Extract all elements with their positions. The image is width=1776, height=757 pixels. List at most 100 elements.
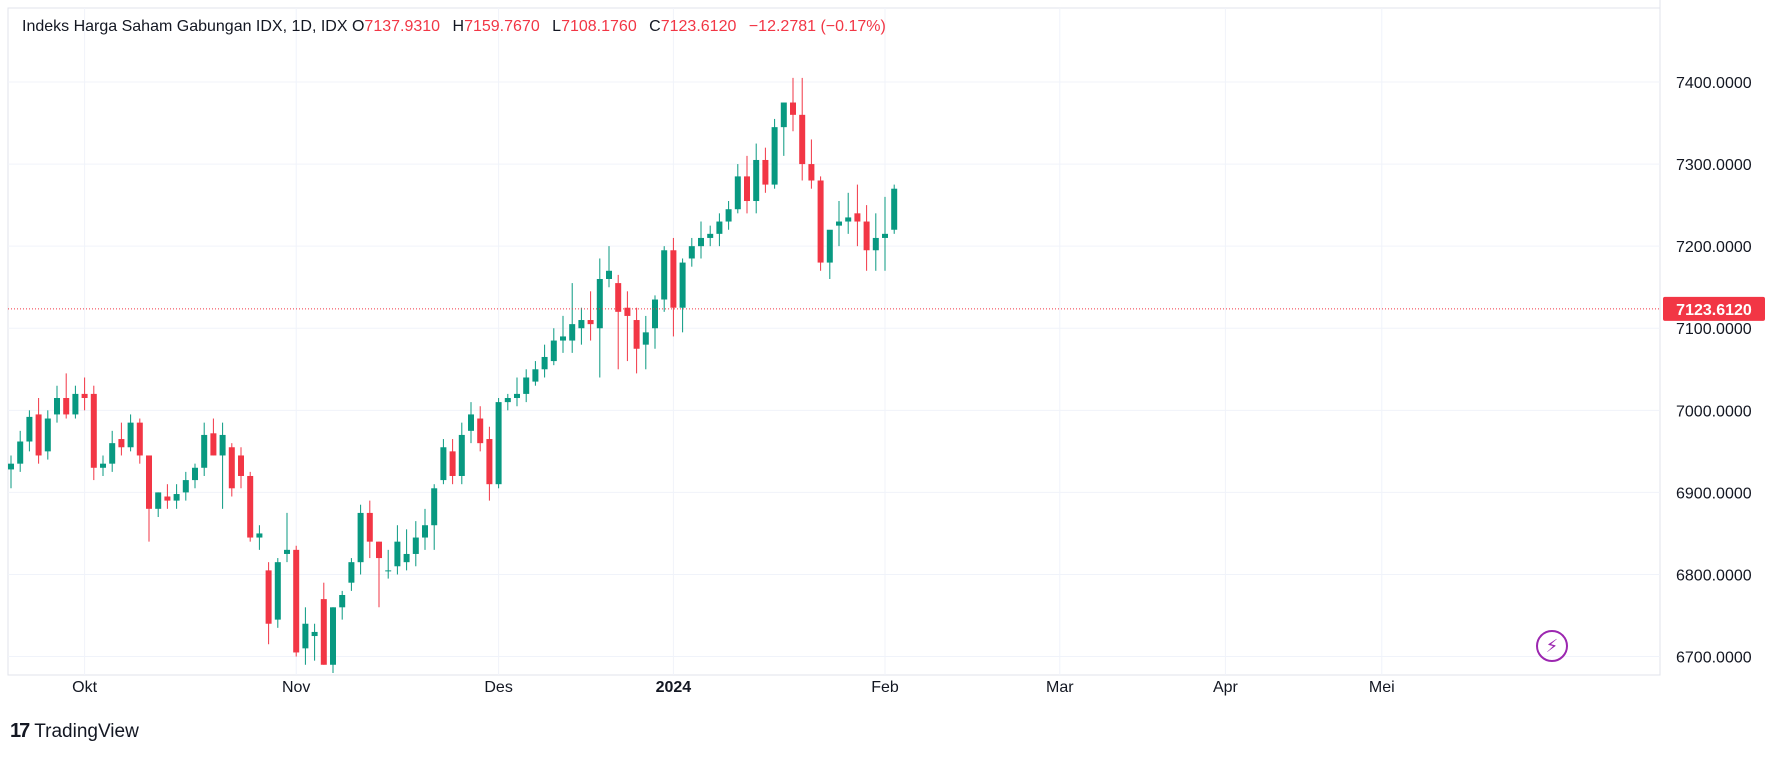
candle[interactable]: [8, 455, 14, 489]
candle[interactable]: [366, 500, 373, 559]
candle[interactable]: [431, 484, 438, 550]
candle[interactable]: [412, 521, 419, 567]
candle[interactable]: [164, 484, 171, 509]
candle[interactable]: [707, 225, 714, 247]
candle[interactable]: [256, 525, 263, 550]
candle[interactable]: [486, 426, 493, 501]
candle[interactable]: [477, 406, 484, 452]
tradingview-brand[interactable]: 17 TradingView: [10, 720, 139, 743]
candle[interactable]: [173, 484, 180, 509]
candle[interactable]: [688, 237, 695, 267]
candle[interactable]: [72, 385, 79, 419]
candle[interactable]: [376, 541, 382, 608]
candle[interactable]: [624, 291, 631, 362]
candle[interactable]: [192, 463, 198, 489]
candle[interactable]: [127, 414, 134, 452]
candle[interactable]: [63, 373, 70, 419]
candle[interactable]: [118, 422, 125, 456]
candle[interactable]: [228, 443, 235, 497]
candle[interactable]: [274, 558, 281, 628]
candle[interactable]: [311, 623, 318, 661]
candle[interactable]: [504, 393, 511, 411]
candle[interactable]: [449, 439, 456, 485]
candle[interactable]: [762, 147, 769, 193]
candle[interactable]: [633, 307, 640, 374]
candle[interactable]: [578, 307, 585, 345]
candle[interactable]: [100, 455, 106, 476]
candle[interactable]: [458, 422, 465, 485]
candle[interactable]: [799, 77, 806, 181]
candle[interactable]: [357, 504, 364, 575]
candle[interactable]: [679, 258, 686, 333]
candle[interactable]: [54, 385, 60, 423]
candle[interactable]: [320, 582, 327, 665]
candle[interactable]: [109, 430, 116, 472]
candle[interactable]: [210, 418, 217, 456]
candle[interactable]: [642, 315, 649, 370]
candle[interactable]: [182, 471, 189, 501]
candle[interactable]: [339, 590, 346, 620]
candle[interactable]: [854, 184, 861, 247]
candle[interactable]: [569, 283, 576, 353]
candle[interactable]: [771, 118, 778, 189]
candle[interactable]: [560, 315, 566, 353]
candle[interactable]: [744, 155, 750, 214]
candle[interactable]: [348, 558, 355, 591]
candle[interactable]: [541, 344, 548, 378]
candle[interactable]: [90, 385, 97, 481]
candle[interactable]: [265, 562, 272, 645]
candle[interactable]: [882, 196, 888, 271]
candle[interactable]: [247, 471, 254, 542]
candle[interactable]: [725, 201, 732, 230]
candle[interactable]: [394, 525, 401, 575]
candle[interactable]: [872, 213, 879, 271]
candle[interactable]: [596, 258, 603, 378]
candle[interactable]: [403, 529, 410, 571]
candle[interactable]: [81, 377, 88, 411]
candle[interactable]: [302, 607, 309, 665]
candle[interactable]: [661, 246, 668, 312]
candle[interactable]: [790, 77, 796, 132]
candle[interactable]: [201, 422, 208, 476]
candle[interactable]: [606, 246, 612, 288]
candle[interactable]: [219, 422, 226, 509]
candle[interactable]: [238, 447, 244, 489]
candle[interactable]: [734, 164, 741, 214]
candle[interactable]: [863, 205, 870, 271]
candle[interactable]: [532, 361, 539, 386]
candle[interactable]: [17, 430, 24, 472]
candle[interactable]: [35, 398, 42, 464]
candle[interactable]: [550, 328, 557, 366]
candle[interactable]: [817, 176, 824, 271]
candle[interactable]: [780, 102, 787, 156]
candle[interactable]: [891, 184, 898, 234]
candle[interactable]: [826, 229, 833, 279]
candle[interactable]: [440, 439, 447, 485]
candle[interactable]: [808, 139, 815, 189]
candle[interactable]: [155, 492, 162, 518]
candle[interactable]: [146, 455, 152, 542]
candle[interactable]: [330, 607, 336, 673]
candle[interactable]: [136, 418, 143, 464]
candle[interactable]: [670, 237, 677, 337]
candle[interactable]: [716, 213, 723, 247]
candle[interactable]: [385, 549, 392, 579]
candle[interactable]: [845, 192, 852, 234]
candle[interactable]: [44, 410, 51, 460]
candle[interactable]: [753, 143, 760, 214]
candle[interactable]: [652, 295, 658, 349]
candle[interactable]: [615, 274, 622, 370]
candle[interactable]: [284, 512, 290, 563]
candle[interactable]: [514, 377, 520, 407]
candle[interactable]: [698, 221, 704, 259]
candle[interactable]: [587, 291, 594, 341]
candle[interactable]: [293, 545, 300, 657]
candle[interactable]: [495, 398, 502, 489]
candle[interactable]: [468, 402, 474, 444]
candle[interactable]: [836, 201, 842, 247]
lightning-icon[interactable]: ⚡: [1536, 630, 1568, 662]
candle[interactable]: [422, 508, 428, 550]
candle[interactable]: [523, 369, 530, 403]
candle[interactable]: [26, 410, 33, 452]
